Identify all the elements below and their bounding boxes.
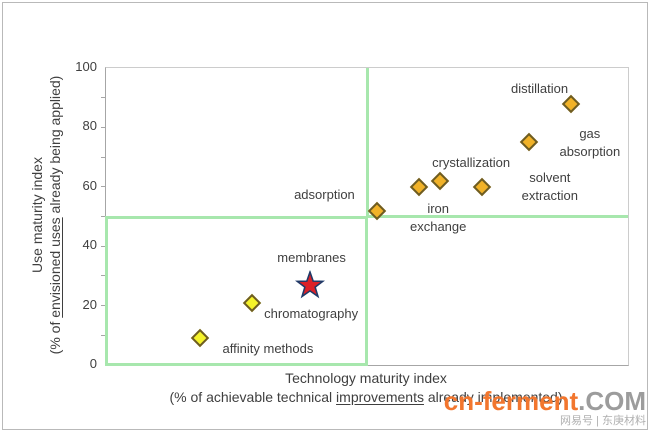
label-iron-exchange: iron exchange: [409, 200, 467, 234]
y-axis-title: Use maturity index (% of envisioned uses…: [28, 45, 64, 385]
label-gas-absorption: gas absorption: [559, 126, 621, 160]
label-distillation: distillation: [511, 80, 569, 96]
label-chromatography: chromatography: [264, 305, 359, 321]
watermark: cn-ferment.COM 网易号 | 东庚材料: [444, 388, 646, 428]
watermark-brand: cn-ferment: [443, 386, 579, 416]
x-axis-title-line2: (% of achievable technical improvements …: [105, 388, 627, 407]
label-crystallization: crystallization: [432, 154, 511, 170]
y-axis-tick: [101, 126, 105, 128]
watermark-subtext: 网易号 | 东庚材料: [560, 415, 646, 427]
x-axis-title-line2-post: already implemented): [423, 389, 563, 405]
quadrant-highlight-box: [105, 215, 368, 366]
x-axis-title-line2-underlined: improvements: [336, 389, 424, 405]
quadrant-horizontal-line: [367, 215, 628, 218]
y-axis-tick-label: 0: [89, 356, 97, 371]
x-axis-title-line2-pre: (% of achievable technical: [169, 389, 337, 405]
quadrant-vertical-line: [365, 68, 369, 217]
label-membranes: membranes: [277, 249, 346, 265]
plot-area: distillation gas absorption crystallizatio…: [101, 67, 629, 366]
y-axis-title-line2: (% of envisioned uses already being appl…: [46, 45, 64, 385]
y-axis-tick: [101, 334, 105, 336]
label-solvent-extraction: solvent extraction: [521, 169, 579, 203]
label-affinity-methods: affinity methods: [222, 341, 314, 357]
label-adsorption: adsorption: [294, 186, 355, 202]
x-axis-title: Technology maturity index (% of achievab…: [105, 369, 627, 407]
y-axis-title-line2-pre: (% of: [47, 317, 63, 355]
y-axis-tick: [101, 97, 105, 99]
watermark-brand-line: cn-ferment.COM: [444, 388, 646, 414]
y-axis-title-line1: Use maturity index: [29, 157, 45, 273]
marker-iron-exchange: [409, 177, 429, 196]
marker-crystallization: [430, 171, 450, 191]
y-axis-tick: [101, 275, 105, 277]
y-axis-tick-label: 100: [75, 59, 97, 74]
marker-solvent-extraction: [472, 177, 492, 196]
marker-membranes: [294, 269, 325, 299]
y-axis-tick-label: 20: [82, 296, 97, 312]
y-axis-tick: [101, 245, 105, 247]
y-axis-tick: [101, 186, 105, 188]
x-axis-title-line1: Technology maturity index: [285, 370, 447, 386]
watermark-suffix: .COM: [578, 386, 646, 416]
y-axis-tick: [101, 305, 105, 307]
y-axis-tick-label: 40: [82, 237, 97, 253]
y-axis-tick: [101, 216, 105, 217]
y-axis-tick: [101, 156, 105, 158]
marker-gas-absorption: [519, 133, 539, 152]
y-axis-title-line2-post: already being applied): [47, 75, 63, 218]
y-axis-tick-label: 60: [82, 177, 97, 193]
y-axis-tick-label: 80: [82, 118, 97, 134]
